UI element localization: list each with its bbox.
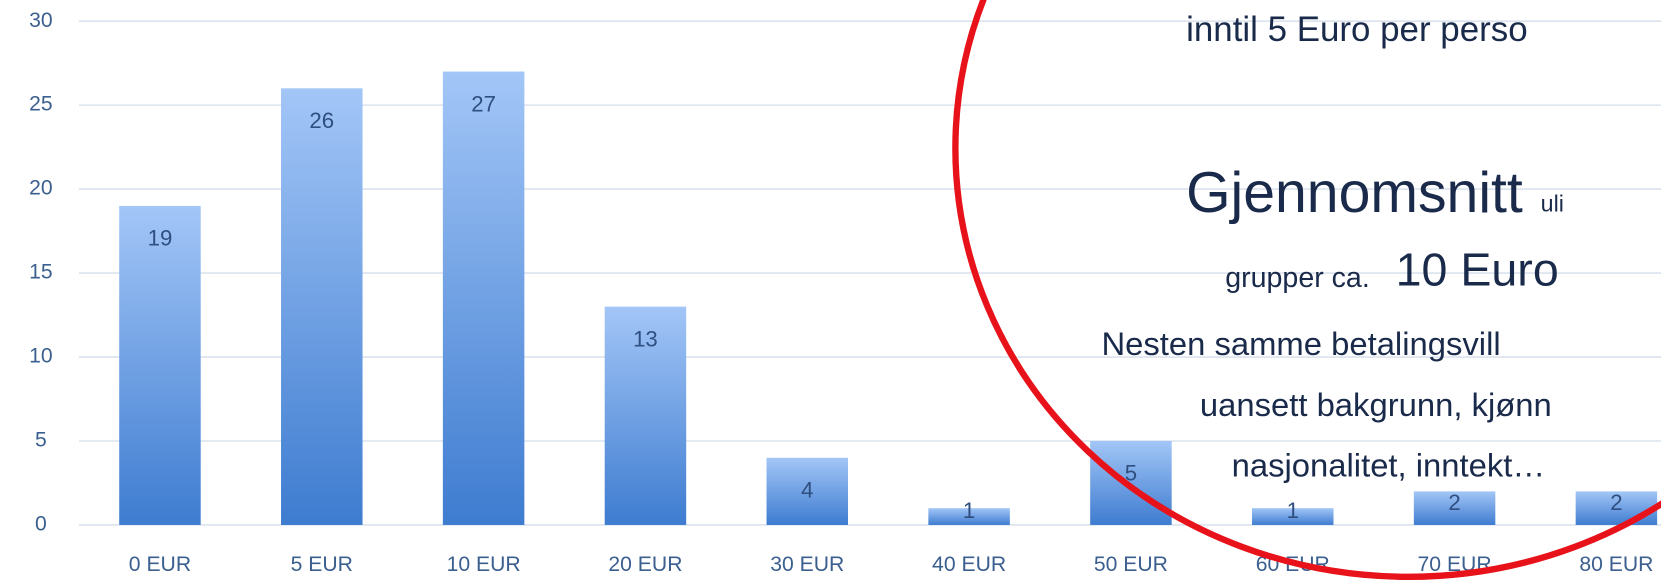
bar [1413,491,1496,525]
annotation: Nesten samme betalingsvill [1101,325,1500,362]
x-tick-label: 30 EUR [770,553,844,576]
data-label: 2 [1610,490,1622,515]
bar [766,457,849,525]
y-tick-label: 0 [35,513,47,536]
y-tick-label: 20 [29,177,53,200]
data-label: 1 [1287,498,1299,523]
data-label: 4 [801,478,813,503]
data-label: 2 [1448,490,1460,515]
x-tick-label: 0 EUR [129,553,191,576]
bar [442,71,525,525]
annotation: nasjonalitet, inntekt… [1232,446,1546,483]
annotation: grupper ca. [1225,262,1370,294]
y-tick-label: 25 [29,93,53,116]
data-label: 13 [633,326,658,351]
y-tick-label: 5 [35,429,47,452]
x-tick-label: 80 EUR [1579,553,1653,576]
annotation: uli [1541,190,1564,216]
data-label: 5 [1125,461,1137,486]
data-label: 27 [471,91,496,116]
annotation: uansett bakgrunn, kjønn [1200,386,1552,423]
annotation: inntil 5 Euro per perso [1186,10,1527,49]
annotation: 10 Euro [1396,243,1559,295]
x-tick-label: 10 EUR [447,553,521,576]
bar [1252,508,1334,525]
y-tick-label: 10 [29,345,53,368]
y-tick-label: 15 [29,261,53,284]
bar [928,508,1010,525]
y-tick-label: 30 [29,9,53,32]
bar [119,205,201,525]
bar [1575,491,1658,525]
bar [1090,440,1172,525]
data-label: 26 [309,108,334,133]
x-tick-label: 50 EUR [1094,553,1168,576]
data-label: 1 [963,498,975,523]
highlight-circle [952,0,1661,580]
x-tick-label: 5 EUR [291,553,353,576]
x-tick-label: 20 EUR [608,553,682,576]
bar [604,306,687,525]
data-label: 19 [148,226,173,251]
bar [281,88,363,525]
x-tick-label: 40 EUR [932,553,1006,576]
annotation: Gjennomsnitt [1186,161,1523,225]
